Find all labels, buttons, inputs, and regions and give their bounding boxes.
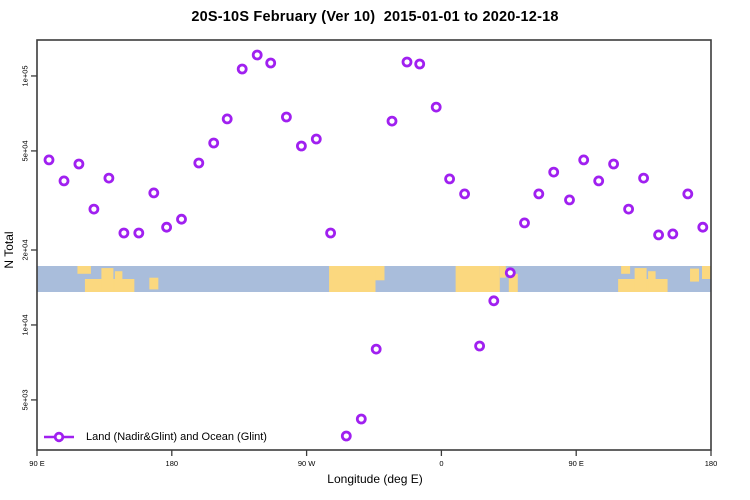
- data-point: [325, 227, 337, 239]
- data-point: [653, 229, 664, 241]
- land-patch: [114, 271, 123, 292]
- land-patch: [690, 268, 700, 282]
- data-point: [474, 340, 486, 352]
- data-point: [667, 228, 679, 240]
- data-point: [310, 133, 322, 145]
- land-patch: [329, 266, 376, 292]
- data-point: [161, 221, 173, 233]
- data-point: [682, 188, 694, 200]
- data-point: [295, 140, 307, 152]
- land-patch: [375, 266, 385, 281]
- data-point: [251, 49, 263, 61]
- land-patch: [149, 277, 159, 290]
- data-point: [133, 227, 145, 239]
- data-point: [58, 175, 70, 187]
- data-point: [355, 413, 367, 425]
- data-point: [236, 63, 248, 75]
- y-tick-label: 1e+05: [20, 65, 29, 86]
- data-point: [638, 172, 649, 184]
- data-point: [593, 175, 605, 187]
- data-point: [697, 221, 709, 233]
- data-point: [221, 113, 233, 125]
- x-tick-label: 180: [705, 459, 718, 468]
- y-tick-label: 1e+04: [20, 314, 29, 335]
- land-patch: [101, 268, 114, 292]
- x-tick-label: 90 W: [298, 459, 316, 468]
- land-patch: [499, 266, 506, 278]
- data-point: [444, 173, 456, 185]
- data-point: [118, 227, 130, 239]
- data-point: [488, 295, 500, 307]
- legend-marker-icon: [42, 430, 76, 444]
- y-tick-label: 5e+04: [20, 140, 29, 161]
- plot-frame: [36, 39, 712, 451]
- data-point: [208, 137, 220, 149]
- data-point: [280, 111, 292, 123]
- data-point: [176, 213, 187, 225]
- x-axis-title: Longitude (deg E): [327, 472, 423, 486]
- data-point: [265, 57, 277, 69]
- x-tick-label: 0: [439, 459, 443, 468]
- land-patch: [621, 266, 631, 274]
- data-point: [370, 343, 382, 355]
- x-tick-label: 90 E: [568, 459, 583, 468]
- legend-label: Land (Nadir&Glint) and Ocean (Glint): [86, 431, 267, 443]
- x-tick-label: 180: [166, 459, 179, 468]
- data-point: [414, 58, 426, 70]
- data-point: [148, 187, 160, 199]
- data-point: [608, 158, 619, 170]
- data-point: [193, 157, 205, 169]
- data-point: [504, 267, 516, 279]
- y-tick-label: 5e+03: [20, 389, 29, 410]
- data-point: [340, 430, 352, 442]
- data-point: [401, 56, 413, 68]
- land-patch: [508, 273, 518, 292]
- land-patch: [77, 266, 91, 274]
- land-patch: [455, 266, 500, 292]
- chart-title: 20S-10S February (Ver 10) 2015-01-01 to …: [191, 9, 559, 25]
- data-point: [623, 203, 634, 215]
- data-point: [533, 188, 545, 200]
- land-patch: [634, 268, 647, 292]
- data-point: [564, 194, 575, 206]
- land-patch: [648, 271, 656, 292]
- x-tick-label: 90 E: [29, 459, 44, 468]
- data-point: [386, 115, 398, 127]
- data-point: [578, 154, 590, 166]
- y-axis-title: N Total: [2, 231, 16, 269]
- data-point: [73, 158, 85, 170]
- data-point: [103, 172, 115, 184]
- data-point: [519, 217, 530, 229]
- data-point: [548, 166, 560, 178]
- y-tick-label: 2e+04: [20, 239, 29, 260]
- data-point: [88, 203, 100, 215]
- data-point: [43, 154, 55, 166]
- legend: Land (Nadir&Glint) and Ocean (Glint): [42, 429, 267, 445]
- land-patch: [702, 266, 711, 279]
- data-point: [430, 101, 442, 113]
- data-point: [459, 188, 471, 200]
